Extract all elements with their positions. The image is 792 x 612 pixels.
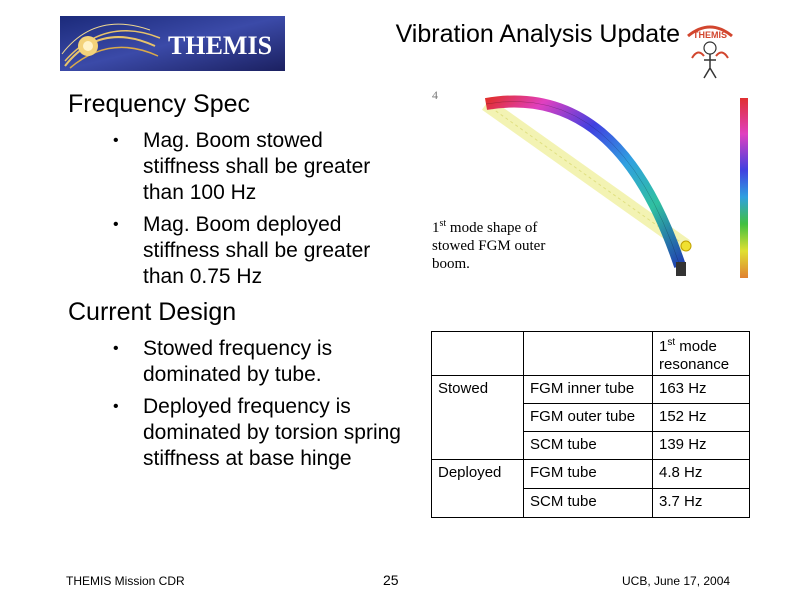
logo-text: THEMIS [168, 31, 272, 60]
table-cell: 139 Hz [652, 431, 750, 460]
table-cell: 4.8 Hz [652, 459, 750, 489]
table-cell: FGM inner tube [523, 375, 653, 404]
frequency-spec-bullet-2: • Mag. Boom deployed stiffness shall be … [113, 213, 371, 288]
table-row: SCM tube 139 Hz [432, 431, 750, 460]
page-number: 25 [383, 572, 399, 588]
table-cell: 3.7 Hz [652, 488, 750, 518]
stowed-label: Stowed [431, 375, 524, 460]
mode-resonance-header: 1st mode resonance [652, 331, 750, 376]
table-cell: SCM tube [523, 488, 653, 518]
mission-badge: THEMIS [682, 18, 738, 80]
figure-caption: 1st mode shape of stowed FGM outer boom. [432, 218, 546, 272]
current-design-bullet-1: • Stowed frequency is dominated by tube. [113, 337, 333, 386]
table-row: FGM outer tube 152 Hz [432, 403, 750, 432]
table-row: Stowed FGM inner tube 163 Hz [431, 375, 750, 460]
slide-title: Vibration Analysis Update [395, 20, 680, 48]
table-cell: FGM outer tube [523, 403, 653, 432]
table-cell: FGM tube [523, 459, 653, 489]
footer-left: THEMIS Mission CDR [66, 574, 185, 588]
table-cell: 152 Hz [652, 403, 750, 432]
bullet-icon: • [113, 216, 119, 233]
boom-tip-marker [680, 240, 692, 252]
bullet-icon: • [113, 340, 119, 357]
frequency-spec-bullet-1: • Mag. Boom stowed stiffness shall be gr… [113, 129, 371, 204]
table-cell [431, 331, 524, 376]
table-header-row: 1st mode resonance [431, 331, 750, 376]
mode-shape-figure [418, 86, 758, 298]
bullet-icon: • [113, 398, 119, 415]
table-row: SCM tube 3.7 Hz [432, 488, 750, 518]
table-row: Deployed FGM tube 4.8 Hz [431, 459, 750, 518]
figure-number: 4 [432, 88, 438, 102]
frequency-spec-heading: Frequency Spec [68, 90, 251, 118]
table-cell: SCM tube [523, 431, 653, 460]
bullet-icon: • [113, 132, 119, 149]
table-cell [523, 331, 653, 376]
deployed-label: Deployed [431, 459, 524, 518]
resonance-table: 1st mode resonance Stowed FGM inner tube… [431, 331, 750, 518]
footer-right: UCB, June 17, 2004 [622, 574, 731, 588]
badge-text: THEMIS [693, 30, 727, 40]
current-design-heading: Current Design [68, 298, 237, 326]
themis-logo: THEMIS [60, 16, 285, 71]
current-design-bullet-2: • Deployed frequency is dominated by tor… [113, 395, 401, 470]
table-cell: 163 Hz [652, 375, 750, 404]
